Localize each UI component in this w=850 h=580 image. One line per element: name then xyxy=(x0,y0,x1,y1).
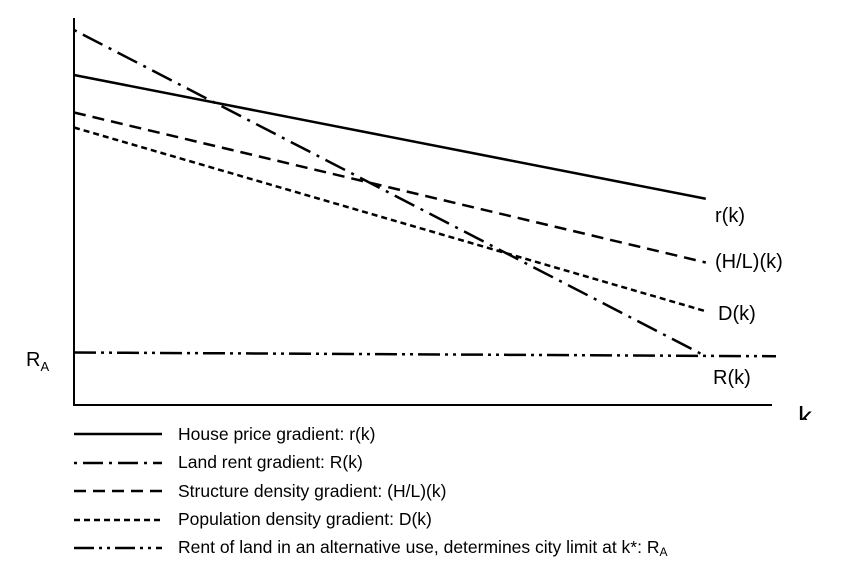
legend-swatch-dashdot xyxy=(74,461,162,464)
series-line-dashdot xyxy=(73,28,707,358)
y-marker-sub: A xyxy=(40,359,49,374)
legend-label: Structure density gradient: (H/L)(k) xyxy=(178,480,447,501)
legend-swatch-shortdash xyxy=(74,518,162,521)
legend-label-sub: A xyxy=(659,545,668,560)
line-label-R: R(k) xyxy=(713,367,751,389)
legend-item-population-density: Population density gradient: D(k) xyxy=(72,506,842,535)
legend-swatch-dashdotdot xyxy=(74,547,162,550)
x-axis-label: k xyxy=(798,401,813,420)
line-label-r: r(k) xyxy=(715,205,745,227)
gradient-chart: r(k) (H/L)(k) D(k) R(k) RA k* k xyxy=(26,18,813,420)
x-marker-kstar: k* xyxy=(700,415,725,420)
legend-item-house-price: House price gradient: r(k) xyxy=(72,420,842,449)
axes xyxy=(73,18,772,406)
legend-item-structure-density: Structure density gradient: (H/L)(k) xyxy=(72,477,842,506)
y-marker-main: R xyxy=(26,349,40,371)
y-marker-ra: RA xyxy=(26,349,49,374)
legend: House price gradient: r(k) Land rent gra… xyxy=(72,420,842,563)
legend-label: House price gradient: r(k) xyxy=(178,423,376,444)
series-line-shortdash xyxy=(73,126,707,313)
series-line-dash xyxy=(73,111,707,264)
legend-label: Rent of land in an alternative use, dete… xyxy=(178,537,668,559)
legend-swatch-solid xyxy=(74,433,162,436)
legend-swatch-dash xyxy=(74,490,162,493)
series-line-dashdotdot xyxy=(73,351,777,358)
legend-label-main: Rent of land in an alternative use, dete… xyxy=(178,537,660,558)
legend-label: Population density gradient: D(k) xyxy=(178,509,432,530)
legend-item-alternative-use: Rent of land in an alternative use, dete… xyxy=(72,534,842,563)
line-label-d: D(k) xyxy=(718,303,756,325)
legend-item-land-rent: Land rent gradient: R(k) xyxy=(72,449,842,478)
line-label-hl: (H/L)(k) xyxy=(715,251,783,273)
legend-label: Land rent gradient: R(k) xyxy=(178,452,363,473)
series-line-solid xyxy=(73,73,707,200)
series-lines xyxy=(73,28,777,358)
